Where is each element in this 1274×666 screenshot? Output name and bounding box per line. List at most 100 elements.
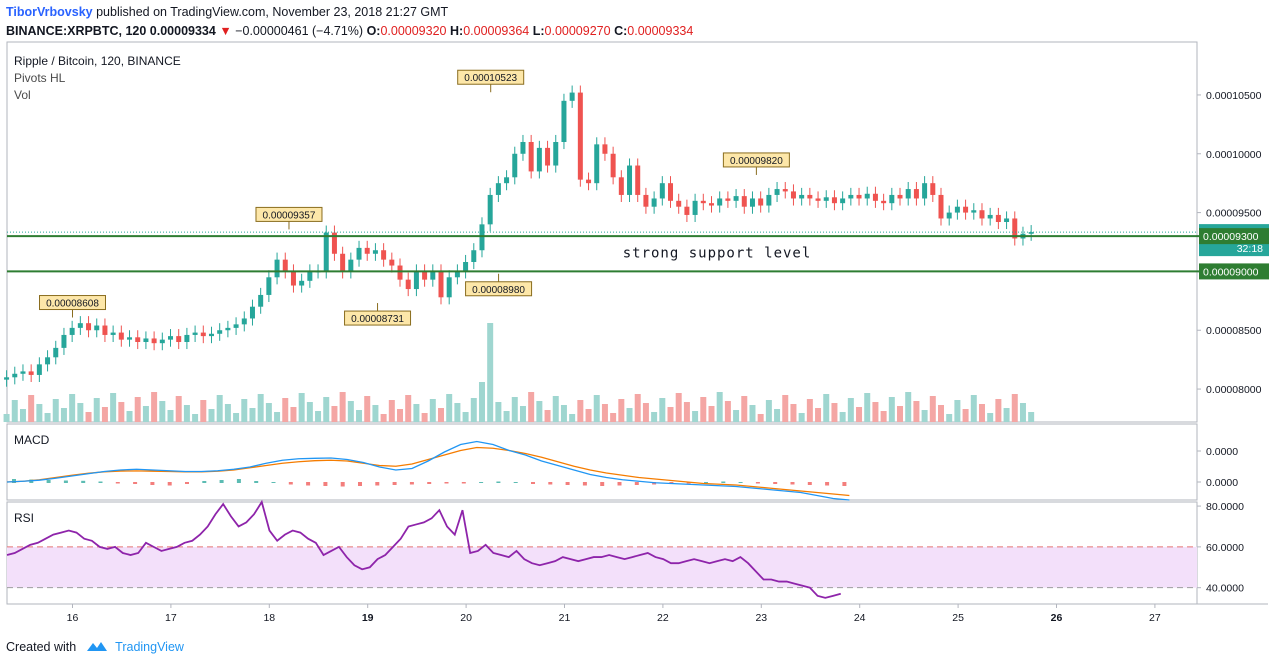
volume-bar bbox=[257, 394, 264, 422]
candle-body bbox=[323, 232, 329, 272]
time-tick-label: 19 bbox=[362, 612, 374, 624]
candle-body bbox=[561, 100, 567, 142]
volume-bar bbox=[388, 400, 395, 422]
macd-histogram-bar bbox=[358, 482, 362, 486]
pivot-label: 0.00008731 bbox=[351, 314, 404, 325]
candle-body bbox=[774, 189, 780, 195]
candle-body bbox=[454, 271, 460, 278]
time-tick-label: 27 bbox=[1149, 612, 1161, 624]
tradingview-brand-link[interactable]: TradingView bbox=[115, 640, 184, 654]
candle-body bbox=[86, 323, 92, 331]
pivot-label-box bbox=[722, 152, 790, 168]
candle-body bbox=[249, 306, 255, 319]
macd-histogram-bar bbox=[582, 482, 587, 486]
volume-bar bbox=[716, 392, 723, 422]
volume-bar bbox=[36, 404, 43, 422]
volume-bar bbox=[626, 408, 633, 422]
candle-body bbox=[413, 271, 419, 290]
volume-bar bbox=[651, 412, 658, 422]
candle-body bbox=[545, 147, 551, 166]
close-value: 0.00009334 bbox=[627, 24, 694, 38]
pivot-label: 0.00008608 bbox=[46, 299, 99, 310]
time-tick-label: 18 bbox=[263, 612, 275, 624]
volume-bar bbox=[77, 403, 84, 422]
time-tick-label: 26 bbox=[1051, 612, 1063, 624]
macd-histogram-bar bbox=[444, 482, 449, 484]
volume-bar bbox=[683, 402, 690, 422]
down-arrow-icon: ▼ bbox=[219, 24, 232, 38]
candle-body bbox=[569, 92, 575, 101]
volume-bar bbox=[462, 412, 469, 422]
pivot-label: 0.00010523 bbox=[464, 73, 517, 84]
candle-body bbox=[110, 332, 116, 335]
candle-body bbox=[53, 347, 59, 358]
macd-histogram-bar bbox=[755, 482, 760, 484]
volume-bar bbox=[790, 404, 797, 422]
volume-bar bbox=[347, 401, 354, 422]
candle-body bbox=[512, 153, 518, 178]
volume-bar bbox=[692, 411, 699, 422]
candle-body bbox=[151, 338, 157, 344]
candle-body bbox=[217, 330, 223, 334]
volume-bar bbox=[101, 407, 108, 422]
candle-body bbox=[520, 142, 526, 154]
candle-body bbox=[1012, 218, 1018, 239]
candle-body bbox=[938, 194, 944, 219]
candle-body bbox=[668, 183, 674, 201]
open-value: 0.00009320 bbox=[380, 24, 447, 38]
candle-body bbox=[1004, 218, 1010, 222]
chart-canvas[interactable]: 0.00008000 0.00008500 0.00009000 0.00009500… bbox=[0, 0, 1274, 636]
macd-histogram-bar bbox=[340, 482, 345, 487]
volume-bar bbox=[126, 411, 133, 422]
volume-bar bbox=[28, 395, 35, 422]
price-axis-label: 0.00009000 bbox=[1203, 266, 1259, 278]
volume-bar bbox=[929, 396, 936, 422]
candle-body bbox=[602, 144, 608, 154]
macd-pane[interactable]: MACD 0.0000 0.0000 bbox=[6, 423, 1238, 501]
volume-bar bbox=[405, 395, 412, 422]
high-value: 0.00009364 bbox=[463, 24, 530, 38]
macd-histogram-bar bbox=[12, 479, 16, 483]
candle-body bbox=[586, 179, 592, 184]
price-pane[interactable]: 0.00008000 0.00008500 0.00009000 0.00009500… bbox=[3, 41, 1269, 423]
support-annotation: strong support level bbox=[623, 245, 812, 261]
rsi-tick-label: 80.0000 bbox=[1206, 501, 1244, 513]
volume-bar bbox=[356, 410, 363, 422]
macd-signal-line bbox=[6, 446, 850, 497]
volume-bar bbox=[249, 408, 256, 422]
time-tick-label: 22 bbox=[657, 612, 669, 624]
macd-pane-frame bbox=[6, 423, 1198, 501]
volume-bar bbox=[437, 408, 444, 422]
volume-bar bbox=[134, 397, 141, 422]
volume-bar bbox=[847, 398, 854, 422]
candle-body bbox=[77, 323, 83, 328]
volume-bar bbox=[69, 394, 76, 422]
volume-bar bbox=[880, 411, 887, 422]
macd-line bbox=[6, 440, 850, 501]
candle-body bbox=[282, 259, 288, 272]
volume-bar bbox=[642, 403, 649, 422]
volume-bar bbox=[970, 395, 977, 422]
candle-body bbox=[913, 189, 919, 199]
volume-bar bbox=[749, 405, 756, 422]
volume-bar bbox=[552, 396, 559, 422]
candle-body bbox=[766, 194, 772, 206]
volume-bar bbox=[823, 394, 830, 422]
candle-body bbox=[389, 259, 395, 266]
volume-bar bbox=[175, 396, 182, 422]
time-tick-label: 21 bbox=[559, 612, 571, 624]
rsi-pane[interactable]: RSI 40.0000 60.0000 80.0000 bbox=[6, 499, 1244, 605]
macd-histogram-bar bbox=[98, 481, 103, 483]
indicator-label: Vol bbox=[14, 88, 31, 102]
created-with-text: Created with bbox=[6, 640, 77, 654]
volume-bar bbox=[987, 413, 994, 422]
candle-body bbox=[405, 279, 411, 290]
volume-bar bbox=[110, 393, 117, 422]
macd-histogram-bar bbox=[790, 482, 795, 485]
author-link[interactable]: TiborVrbovsky bbox=[6, 5, 93, 19]
price-change: −0.00000461 (−4.71%) bbox=[235, 24, 364, 38]
volume-bar bbox=[560, 405, 567, 422]
time-axis[interactable]: 16 17 18 19 20 21 22 23 24 25 26 27 bbox=[7, 603, 1268, 624]
volume-bar bbox=[315, 411, 322, 422]
volume-bar bbox=[724, 401, 731, 422]
